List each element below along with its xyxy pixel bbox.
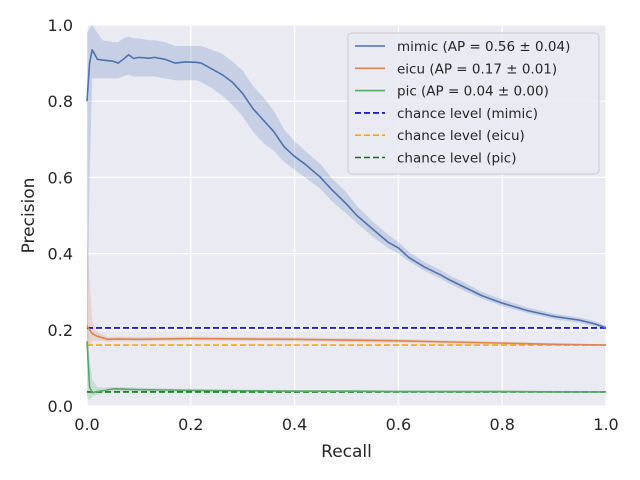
confidence-band: [87, 303, 606, 401]
y-tick-label: 0.0: [48, 397, 73, 416]
x-tick-label: 0.8: [489, 415, 514, 434]
y-tick-label: 1.0: [48, 16, 73, 35]
confidence-band: [87, 25, 606, 368]
confidence-band: [87, 238, 606, 349]
x-tick-label: 1.0: [593, 415, 618, 434]
legend-label: eicu (AP = 0.17 ± 0.01): [397, 61, 557, 77]
x-tick-labels: 0.0 0.2 0.4 0.6 0.8 1.0: [74, 415, 618, 434]
legend-label: chance level (pic): [397, 151, 517, 167]
y-tick-label: 0.2: [48, 321, 73, 340]
legend-label: chance level (eicu): [397, 128, 525, 144]
legend: mimic (AP = 0.56 ± 0.04) eicu (AP = 0.17 …: [347, 32, 600, 175]
x-axis-label: Recall: [321, 442, 372, 462]
x-tick-label: 0.4: [282, 415, 307, 434]
x-tick-label: 0.6: [386, 415, 411, 434]
legend-label: mimic (AP = 0.56 ± 0.04): [397, 39, 570, 55]
series-line: [86, 48, 607, 329]
legend-label: chance level (mimic): [397, 106, 538, 122]
series-line: [86, 341, 606, 394]
y-tick-label: 0.8: [48, 92, 73, 111]
y-tick-label: 0.4: [48, 245, 73, 264]
x-tick-label: 0.2: [178, 415, 203, 434]
legend-box: [347, 32, 600, 175]
y-axis-label: Precision: [19, 178, 39, 254]
series-lines: [86, 48, 607, 394]
series-line: [86, 325, 607, 346]
x-tick-label: 0.0: [74, 415, 99, 434]
legend-label: pic (AP = 0.04 ± 0.00): [397, 84, 549, 100]
y-tick-label: 0.6: [48, 168, 73, 187]
confidence-bands: [87, 25, 606, 401]
y-tick-labels: 0.0 0.2 0.4 0.6 0.8 1.0: [48, 16, 73, 416]
